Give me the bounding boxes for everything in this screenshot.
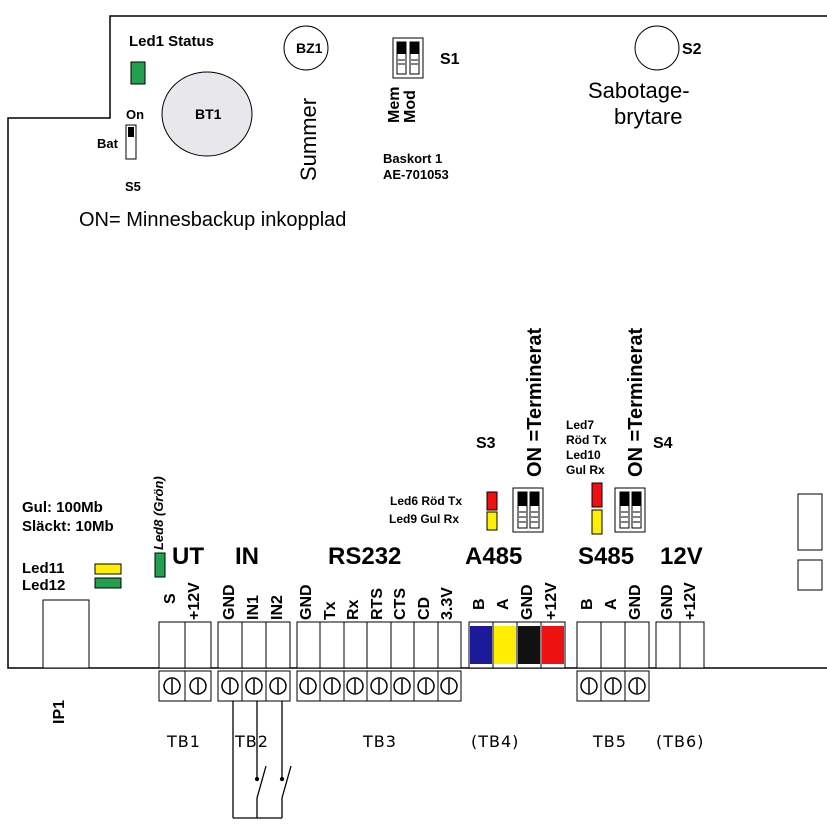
bt1-battery — [161, 71, 253, 157]
led9-indicator — [486, 511, 498, 531]
pin-rs232-gnd: GND — [298, 584, 315, 620]
led8-label: Led8 (Grön) — [151, 476, 166, 550]
led12-indicator — [94, 577, 122, 589]
summer-label: Summer — [296, 97, 321, 181]
led9-label: Led9 Gul Rx — [389, 512, 460, 526]
ut-heading: UT — [172, 543, 204, 570]
s1-dip-switch — [392, 37, 424, 79]
pin-s485-b: B — [579, 598, 596, 610]
ip1-ethernet-jack — [42, 599, 90, 669]
pin-ut-s: S — [162, 593, 179, 604]
led10-indicator — [591, 509, 603, 535]
ae-number-label: AE-701053 — [383, 167, 449, 182]
pin-s485-a: A — [603, 598, 620, 610]
pin-in-in2: IN2 — [269, 595, 286, 620]
s485-heading: S485 — [578, 543, 635, 570]
tb1-label: TB1 — [167, 732, 201, 751]
tb3-label: TB3 — [363, 732, 397, 751]
s4-dip-switch — [614, 487, 646, 533]
gul-100mb-label: Gul: 100Mb — [22, 499, 103, 516]
s4-label: S4 — [653, 435, 673, 452]
pin-rs232-33v: 3.3V — [439, 587, 456, 620]
led1-status-label: Led1 Status — [129, 33, 215, 50]
board-outline — [7, 15, 827, 669]
pin-a485-b: B — [471, 598, 488, 610]
slackt-10mb-label: Släckt: 10Mb — [22, 518, 114, 535]
tb4-b-wire — [470, 626, 492, 664]
led6-label: Led6 Röd Tx — [390, 494, 463, 508]
pin-a485-gnd: GND — [519, 584, 536, 620]
mod-label: Mod — [402, 90, 419, 123]
pin-rs232-cts: CTS — [392, 588, 409, 620]
pin-a485-12v: +12V — [543, 582, 560, 620]
baskort-label: Baskort 1 — [383, 151, 443, 166]
s2-tamper-switch — [634, 25, 680, 71]
sabotage-label: Sabotage- — [588, 78, 690, 103]
tb5-label: TB5 — [593, 732, 627, 751]
pin-a485-a: A — [495, 598, 512, 610]
gul-rx-label: Gul Rx — [566, 463, 605, 477]
bt1-label: BT1 — [195, 106, 222, 122]
tb4-terminal-block — [468, 621, 566, 669]
terminal-screws — [163, 677, 646, 695]
bz1-buzzer — [283, 25, 329, 71]
s2-label: S2 — [682, 41, 702, 58]
input-switch-wiring — [232, 701, 292, 819]
a485-heading: A485 — [465, 543, 523, 570]
rs232-heading: RS232 — [328, 543, 402, 570]
s5-switch — [125, 124, 137, 160]
led7-indicator — [591, 482, 603, 508]
led6-indicator — [486, 491, 498, 511]
pin-rs232-tx: Tx — [322, 601, 339, 620]
led7-label: Led7 — [566, 418, 595, 432]
tb6-terminal-block — [655, 621, 705, 669]
bz1-label: BZ1 — [296, 40, 323, 56]
tb4-12v-wire — [542, 626, 564, 664]
pin-rs232-rx: Rx — [345, 599, 362, 620]
s5-label: S5 — [125, 179, 141, 194]
pin-in-in1: IN1 — [245, 595, 262, 620]
right-connector-upper — [797, 493, 823, 551]
led11-label: Led11 — [22, 560, 65, 577]
tb6-label: (TB6) — [656, 732, 705, 751]
s3-dip-switch — [512, 487, 544, 533]
right-connector-lower — [797, 559, 823, 591]
pin-rs232-rts: RTS — [369, 588, 386, 620]
ip1-label: IP1 — [51, 699, 68, 724]
brytare-label: brytare — [614, 104, 683, 129]
in-heading: IN — [235, 543, 259, 570]
led11-indicator — [94, 563, 122, 575]
pin-rs232-cd: CD — [416, 596, 433, 620]
terminerat-b-label: ON =Terminerat — [625, 327, 647, 477]
pin-ut-12v: +12V — [186, 582, 203, 620]
led12-label: Led12 — [22, 577, 66, 594]
led8-indicator — [154, 552, 166, 578]
minnesbackup-label: ON= Minnesbackup inkopplad — [79, 209, 347, 231]
tb2-label: TB2 — [235, 732, 269, 751]
s3-label: S3 — [476, 435, 496, 452]
led10-label: Led10 — [566, 448, 601, 462]
tb5-terminal-block — [576, 621, 650, 702]
tb4-gnd-wire — [518, 626, 540, 664]
tb4-a-wire — [494, 626, 516, 664]
bat-label: Bat — [97, 136, 118, 151]
tb4-label: (TB4) — [471, 732, 520, 751]
pin-12v-12v: +12V — [682, 582, 699, 620]
pin-s485-gnd: GND — [627, 584, 644, 620]
terminerat-a-label: ON =Terminerat — [524, 327, 546, 477]
pin-12v-gnd: GND — [659, 584, 676, 620]
led1-indicator — [130, 61, 146, 85]
mem-label: Mem — [386, 86, 403, 123]
pin-in-gnd: GND — [221, 584, 238, 620]
12v-heading: 12V — [660, 543, 703, 570]
rod-tx-label: Röd Tx — [566, 433, 607, 447]
s5-on-label: On — [126, 107, 145, 122]
s1-label: S1 — [440, 51, 460, 68]
